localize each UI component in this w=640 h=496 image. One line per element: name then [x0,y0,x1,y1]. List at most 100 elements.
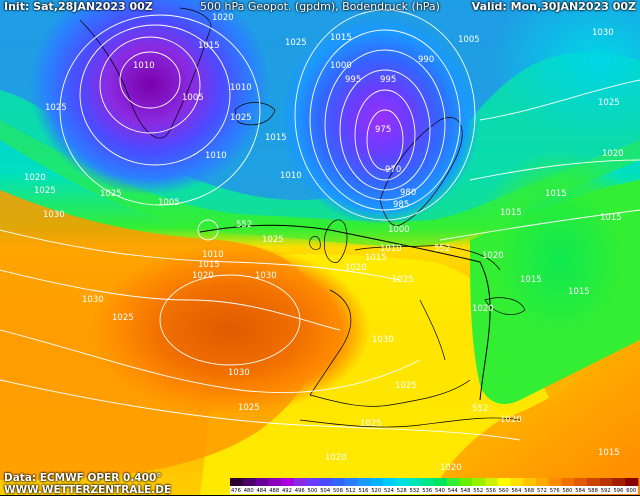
isobar-label: 995 [380,75,396,85]
isobar-label: 1020 [24,173,46,183]
colorbar-swatch [255,478,269,486]
isobar-label: 1005 [158,198,180,208]
colorbar-swatch [574,478,588,486]
colorbar-swatch [523,478,537,486]
colorbar-tick-label: 488 [269,488,279,494]
init-time: Init: Sat,28JAN2023 00Z [4,0,153,13]
isobar-label: 1025 [262,235,284,245]
colorbar-tick-label: 504 [320,488,331,494]
colorbar-swatch [587,478,601,486]
colorbar-swatch [485,478,499,486]
isobar-label: 1015 [330,33,352,43]
isobar-label: 1025 [360,419,382,429]
colorbar-swatch [357,478,371,486]
isobar-label: 1015 [598,448,620,458]
colorbar-swatch [370,478,384,486]
isobar-label-group: 1020 1015 1010 1005 1025 1030 1010 1010 … [24,13,624,473]
colorbar-tick-label: 544 [448,488,459,494]
colorbar-swatch [625,478,639,486]
isobar-label: 990 [418,55,434,65]
isobar-label: 1015 [265,133,287,143]
isobar-label: 1025 [392,275,414,285]
isobar-label: 1025 [45,103,67,113]
isobar-label: 1015 [568,287,590,297]
colorbar-tick-label: 500 [308,488,318,494]
colorbar-tick-label: 516 [359,488,369,494]
colorbar-tick-label: 532 [410,488,420,494]
colorbar-swatch [434,478,448,486]
isobar-label: 1010 [205,151,227,161]
isobar-label: 1025 [112,313,134,323]
isobar-label: 1025 [238,403,260,413]
colorbar-tick-label: 492 [282,488,292,494]
isobar-label: 1020 [500,415,522,425]
west-low-field [30,0,270,195]
isobar-label: 1000 [388,225,410,235]
isobar-label: 1025 [285,38,307,48]
colorbar-tick-label: 476 [231,488,241,494]
isobar-label: 1030 [228,368,250,378]
isobar-label: 1015 [500,208,522,218]
colorbar-swatch [281,478,295,486]
isobar-label: 1010 [202,250,224,260]
colorbar-swatch [472,478,486,486]
geopotential-552-line [199,224,491,401]
colorbar-tick-label: 584 [575,488,586,494]
colorbar-swatch [268,478,282,486]
colorbar-tick-label: 580 [563,488,573,494]
colorbar-swatch [599,478,613,486]
colorbar-tick-label: 496 [295,488,305,494]
isobar-label: 1025 [598,98,620,108]
colorbar-swatch [408,478,422,486]
isobar-label: 1010 [133,61,155,71]
isobar-label: 1025 [230,113,252,123]
geopotential-label: 552 [236,220,252,230]
colorbar-swatch [242,478,256,486]
colorbar-tick-label: 576 [550,488,560,494]
colorbar-swatch [395,478,409,486]
colorbar-swatch [446,478,460,486]
website-credit: WWW.WETTERZENTRALE.DE [4,484,172,496]
isobar-label: 1000 [330,61,352,71]
colorbar-tick-label: 560 [499,488,509,494]
colorbar-tick-strip [230,486,638,494]
isobar-label: 1020 [602,149,624,159]
ne-cyan [490,0,640,140]
central-low-field [280,15,480,225]
coastlines [79,7,526,428]
colorbar-tick-label: 564 [512,488,523,494]
isobar-label: 1030 [82,295,104,305]
colorbar-tick-label: 548 [461,488,471,494]
data-source: Data: ECMWF OPER 0.400° [4,472,162,484]
isobar-label: 1030 [255,271,277,281]
colorbar-tick-label: 484 [257,488,268,494]
colorbar-swatch [383,478,397,486]
colorbar-tick-label: 480 [244,488,254,494]
colorbar-swatch [497,478,511,486]
colorbar-tick-label: 600 [626,488,636,494]
colorbar-swatch [306,478,320,486]
geopotential-label: 552 [472,404,488,414]
colorbar-swatch [459,478,473,486]
high-field [90,245,370,415]
isobar-label: 1030 [43,210,65,220]
colorbar-swatch [421,478,435,486]
isobar-label: 1015 [520,275,542,285]
isobar-label: 985 [393,200,409,210]
isobar-label: 1010 [380,244,402,254]
isobar-label: 1020 [472,304,494,314]
isobar-label: 970 [385,165,401,175]
isobar-label: 1030 [372,335,394,345]
colorbar-tick-label: 512 [346,488,356,494]
isobar-label: 1025 [395,381,417,391]
isobars [0,9,640,441]
isobar-label: 1015 [545,189,567,199]
valid-time: Valid: Mon,30JAN2023 00Z [471,0,636,13]
isobar-label: 1020 [212,13,234,23]
geopotential-label: 552 [434,244,450,254]
colorbar-tick-label: 520 [371,488,381,494]
isobar-label: 1010 [230,83,252,93]
isobar-label: 1015 [600,213,622,223]
colorbar-tick-label: 572 [537,488,547,494]
